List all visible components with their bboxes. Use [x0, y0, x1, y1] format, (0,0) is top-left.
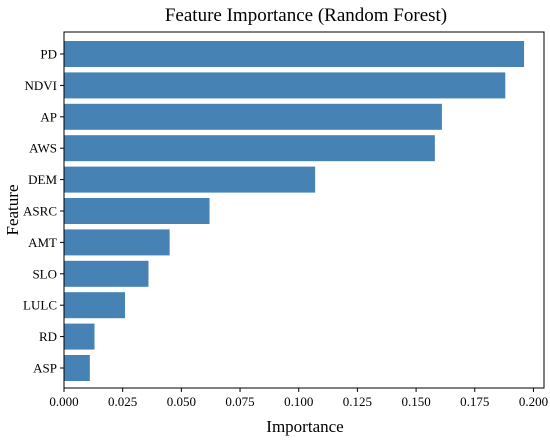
y-tick-label: ASP: [33, 361, 57, 376]
bar-pd: [64, 41, 525, 67]
y-tick-label: AWS: [29, 141, 57, 156]
plot-frame: [63, 31, 545, 389]
x-tick-label: 0.175: [460, 394, 489, 409]
y-tick-label: AP: [40, 109, 57, 124]
x-tick-label: 0.125: [343, 394, 372, 409]
x-tick-label: 0.200: [519, 394, 548, 409]
bars-group: [64, 41, 525, 381]
bar-amt: [64, 229, 170, 256]
x-tick-label: 0.000: [49, 394, 78, 409]
x-tick-label: 0.100: [284, 394, 313, 409]
y-ticks-group: PD NDVI AP AWS DEM ASRC AMT SLO LULC RD ASP: [23, 47, 64, 376]
bar-ap: [64, 103, 442, 130]
x-tick-label: 0.075: [225, 394, 254, 409]
bar-lulc: [64, 292, 126, 319]
x-tick-label: 0.050: [167, 394, 196, 409]
y-tick-label: PD: [40, 47, 57, 62]
x-tick-label: 0.150: [401, 394, 430, 409]
y-tick-label: SLO: [32, 266, 57, 281]
bar-slo: [64, 260, 149, 287]
y-tick-label: AMT: [28, 235, 57, 250]
y-tick-label: NDVI: [25, 78, 58, 93]
y-tick-label: RD: [39, 329, 57, 344]
x-axis-label: Importance: [266, 417, 343, 436]
x-tick-label: 0.025: [108, 394, 137, 409]
y-tick-label: DEM: [28, 172, 57, 187]
bar-asp: [64, 355, 90, 381]
y-tick-label: ASRC: [23, 204, 57, 219]
bar-asrc: [64, 198, 210, 224]
chart-title: Feature Importance (Random Forest): [165, 5, 447, 26]
bar-aws: [64, 135, 435, 162]
bar-dem: [64, 166, 316, 193]
y-tick-label: LULC: [23, 298, 57, 313]
y-axis-label: Feature: [3, 185, 22, 236]
x-ticks-group: 0.000 0.025 0.050 0.075 0.100 0.125 0.150 0.175…: [49, 388, 548, 409]
bar-ndvi: [64, 72, 506, 99]
bar-rd: [64, 323, 95, 350]
